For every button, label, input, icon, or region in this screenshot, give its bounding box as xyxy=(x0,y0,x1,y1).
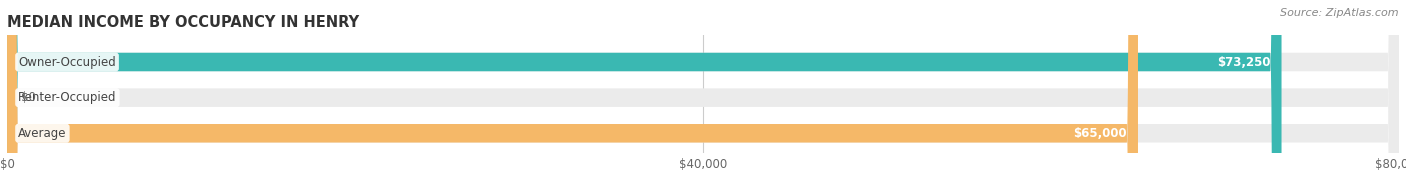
Text: Source: ZipAtlas.com: Source: ZipAtlas.com xyxy=(1281,8,1399,18)
Text: Owner-Occupied: Owner-Occupied xyxy=(18,55,115,69)
FancyBboxPatch shape xyxy=(7,0,1399,196)
Text: $65,000: $65,000 xyxy=(1073,127,1126,140)
Text: $0: $0 xyxy=(21,91,35,104)
FancyBboxPatch shape xyxy=(7,0,1399,196)
FancyBboxPatch shape xyxy=(7,0,1399,196)
Text: Renter-Occupied: Renter-Occupied xyxy=(18,91,117,104)
Text: $73,250: $73,250 xyxy=(1216,55,1271,69)
Text: Average: Average xyxy=(18,127,66,140)
FancyBboxPatch shape xyxy=(7,0,1281,196)
Text: MEDIAN INCOME BY OCCUPANCY IN HENRY: MEDIAN INCOME BY OCCUPANCY IN HENRY xyxy=(7,15,359,30)
FancyBboxPatch shape xyxy=(7,0,1137,196)
